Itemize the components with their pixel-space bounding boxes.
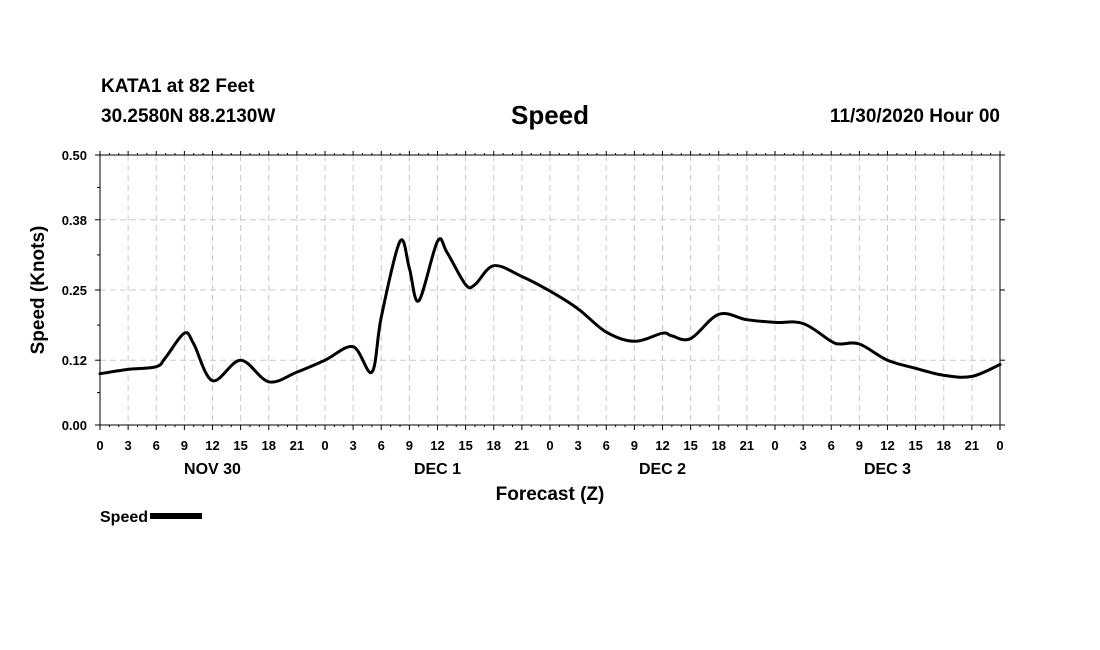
x-tick-label: 18 bbox=[262, 438, 276, 453]
x-tick-label: 0 bbox=[96, 438, 103, 453]
x-tick-label: 0 bbox=[771, 438, 778, 453]
x-tick-label: 3 bbox=[350, 438, 357, 453]
y-axis-title: Speed (Knots) bbox=[28, 226, 49, 355]
station-coordinates: 30.2580N 88.2130W bbox=[101, 106, 276, 127]
day-label: DEC 1 bbox=[414, 461, 461, 478]
x-tick-label: 12 bbox=[655, 438, 669, 453]
x-tick-label: 0 bbox=[996, 438, 1003, 453]
x-tick-label: 3 bbox=[800, 438, 807, 453]
x-tick-label: 6 bbox=[153, 438, 160, 453]
speed-series-line bbox=[98, 237, 1002, 384]
legend-swatch bbox=[150, 512, 203, 519]
x-tick-label: 15 bbox=[233, 438, 247, 453]
x-tick-label: 18 bbox=[487, 438, 501, 453]
day-label: DEC 2 bbox=[639, 461, 686, 478]
x-tick-label: 12 bbox=[430, 438, 444, 453]
grid-lines bbox=[100, 155, 1000, 425]
x-tick-label: 6 bbox=[378, 438, 385, 453]
day-labels: NOV 30 DEC 1 DEC 2 DEC 3 bbox=[184, 461, 911, 478]
day-label: NOV 30 bbox=[184, 461, 241, 478]
x-tick-label: 3 bbox=[575, 438, 582, 453]
y-tick-label: 0.38 bbox=[62, 213, 87, 228]
x-tick-label: 0 bbox=[546, 438, 553, 453]
legend-label: Speed bbox=[100, 509, 149, 526]
day-label: DEC 3 bbox=[864, 461, 911, 478]
legend: Speed bbox=[100, 509, 203, 527]
x-tick-labels: 0 3 6 9 12 15 18 21 0 3 6 9 12 15 18 21 0 3 6 9 12 15 18 21 0 3 6 9… bbox=[96, 438, 1003, 453]
chart-title: Speed bbox=[510, 100, 590, 130]
x-tick-label: 15 bbox=[458, 438, 472, 453]
x-tick-label: 9 bbox=[856, 438, 863, 453]
x-tick-label: 9 bbox=[181, 438, 188, 453]
forecast-run-time: 11/30/2020 Hour 00 bbox=[829, 106, 1000, 127]
x-axis-title: Forecast (Z) bbox=[496, 484, 605, 505]
x-tick-label: 9 bbox=[406, 438, 413, 453]
x-tick-label: 6 bbox=[828, 438, 835, 453]
x-tick-label: 18 bbox=[712, 438, 726, 453]
series-layer bbox=[98, 237, 1002, 384]
x-tick-label: 12 bbox=[205, 438, 219, 453]
x-tick-label: 12 bbox=[880, 438, 894, 453]
y-tick-label: 0.12 bbox=[62, 353, 87, 368]
x-tick-label: 6 bbox=[603, 438, 610, 453]
x-tick-label: 18 bbox=[937, 438, 951, 453]
x-tick-label: 9 bbox=[631, 438, 638, 453]
station-name: KATA1 at 82 Feet bbox=[101, 76, 255, 97]
x-tick-label: 15 bbox=[908, 438, 922, 453]
x-tick-label: 3 bbox=[125, 438, 132, 453]
y-tick-label: 0.00 bbox=[62, 418, 87, 433]
x-tick-label: 21 bbox=[515, 438, 529, 453]
plot-frame bbox=[99, 154, 1001, 426]
x-tick-label: 21 bbox=[290, 438, 304, 453]
y-tick-label: 0.25 bbox=[62, 283, 87, 298]
y-tick-label: 0.50 bbox=[62, 148, 87, 163]
x-tick-label: 0 bbox=[321, 438, 328, 453]
x-tick-label: 21 bbox=[965, 438, 979, 453]
x-tick-label: 15 bbox=[683, 438, 697, 453]
y-tick-labels: 0.00 0.12 0.25 0.38 0.50 bbox=[62, 148, 87, 433]
x-tick-label: 21 bbox=[740, 438, 754, 453]
